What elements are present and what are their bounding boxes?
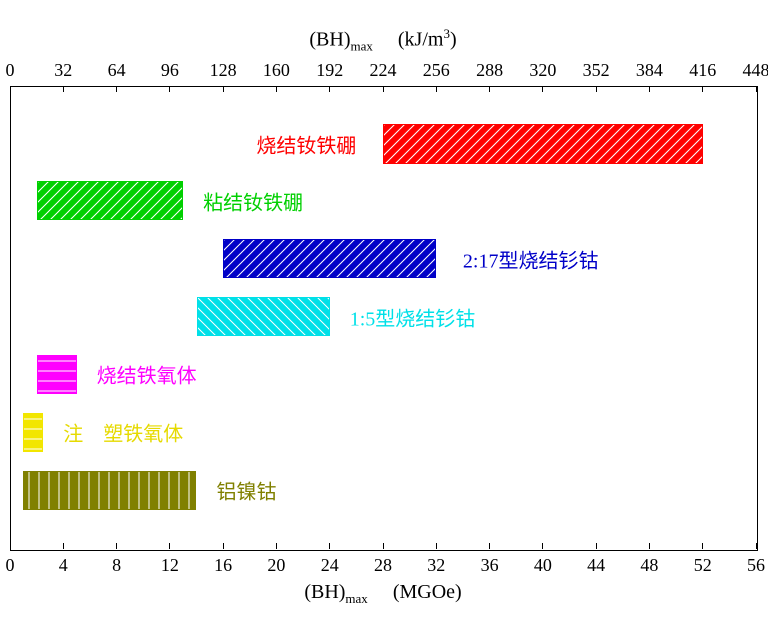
top-tick-label: 128 <box>210 60 237 81</box>
bottom-tick <box>542 543 543 549</box>
bottom-tick <box>702 543 703 549</box>
top-tick <box>383 86 384 92</box>
bottom-tick-label: 36 <box>481 555 499 576</box>
top-tick-label: 448 <box>743 60 768 81</box>
bottom-tick-label: 4 <box>59 555 68 576</box>
top-tick <box>169 86 170 92</box>
top-tick <box>596 86 597 92</box>
series-label: 注 塑铁氧体 <box>63 418 183 447</box>
bottom-tick-label: 48 <box>640 555 658 576</box>
top-tick-label: 64 <box>108 60 126 81</box>
top-tick-label: 32 <box>54 60 72 81</box>
top-tick <box>489 86 490 92</box>
bottom-tick <box>329 543 330 549</box>
range-bar <box>383 124 703 163</box>
series-label: 1:5型烧结钐钴 <box>350 302 476 331</box>
bottom-axis-title: (BH)max (MGOe) <box>304 581 461 607</box>
bottom-tick <box>489 543 490 549</box>
top-tick <box>756 86 757 92</box>
bottom-tick <box>596 543 597 549</box>
top-tick <box>649 86 650 92</box>
top-tick <box>276 86 277 92</box>
bottom-tick-label: 44 <box>587 555 605 576</box>
top-tick-label: 320 <box>529 60 556 81</box>
top-tick-label: 288 <box>476 60 503 81</box>
top-tick-label: 192 <box>316 60 343 81</box>
top-axis-title: (BH)max (kJ/m3) <box>309 26 456 55</box>
bottom-tick <box>223 543 224 549</box>
top-tick-label: 0 <box>6 60 15 81</box>
bottom-tick-label: 8 <box>112 555 121 576</box>
top-tick <box>10 86 11 92</box>
series-label: 粘结钕铁硼 <box>203 186 303 215</box>
bottom-tick <box>383 543 384 549</box>
series-label: 铝镍钴 <box>216 476 276 505</box>
top-tick <box>223 86 224 92</box>
range-bar <box>223 239 436 278</box>
bottom-tick-label: 40 <box>534 555 552 576</box>
bottom-tick <box>169 543 170 549</box>
top-tick <box>116 86 117 92</box>
series-label: 烧结铁氧体 <box>97 360 197 389</box>
range-bar <box>37 181 184 220</box>
top-tick <box>63 86 64 92</box>
bottom-tick-label: 12 <box>161 555 179 576</box>
bottom-tick-label: 28 <box>374 555 392 576</box>
top-tick-label: 384 <box>636 60 663 81</box>
bottom-tick <box>116 543 117 549</box>
bh-max-range-chart: (BH)max (kJ/m3) (BH)max (MGOe) 048121620… <box>0 0 768 641</box>
bottom-tick <box>63 543 64 549</box>
top-tick <box>702 86 703 92</box>
top-tick-label: 352 <box>583 60 610 81</box>
top-tick <box>329 86 330 92</box>
top-tick-label: 416 <box>689 60 716 81</box>
bottom-tick <box>276 543 277 549</box>
bottom-tick <box>756 543 757 549</box>
top-tick <box>436 86 437 92</box>
range-bar <box>197 297 330 336</box>
top-tick-label: 96 <box>161 60 179 81</box>
top-tick-label: 224 <box>370 60 397 81</box>
range-bar <box>23 471 196 510</box>
bottom-tick <box>436 543 437 549</box>
series-label: 2:17型烧结钐钴 <box>463 244 599 273</box>
bottom-tick-label: 16 <box>214 555 232 576</box>
bottom-tick-label: 0 <box>6 555 15 576</box>
top-tick-label: 160 <box>263 60 290 81</box>
top-tick <box>542 86 543 92</box>
range-bar <box>37 355 77 394</box>
bottom-tick-label: 20 <box>267 555 285 576</box>
series-label: 烧结钕铁硼 <box>256 129 356 158</box>
range-bar <box>23 413 43 452</box>
bottom-tick <box>10 543 11 549</box>
bottom-tick-label: 24 <box>321 555 339 576</box>
bottom-tick <box>649 543 650 549</box>
top-tick-label: 256 <box>423 60 450 81</box>
bottom-tick-label: 56 <box>747 555 765 576</box>
bottom-tick-label: 52 <box>694 555 712 576</box>
bottom-tick-label: 32 <box>427 555 445 576</box>
